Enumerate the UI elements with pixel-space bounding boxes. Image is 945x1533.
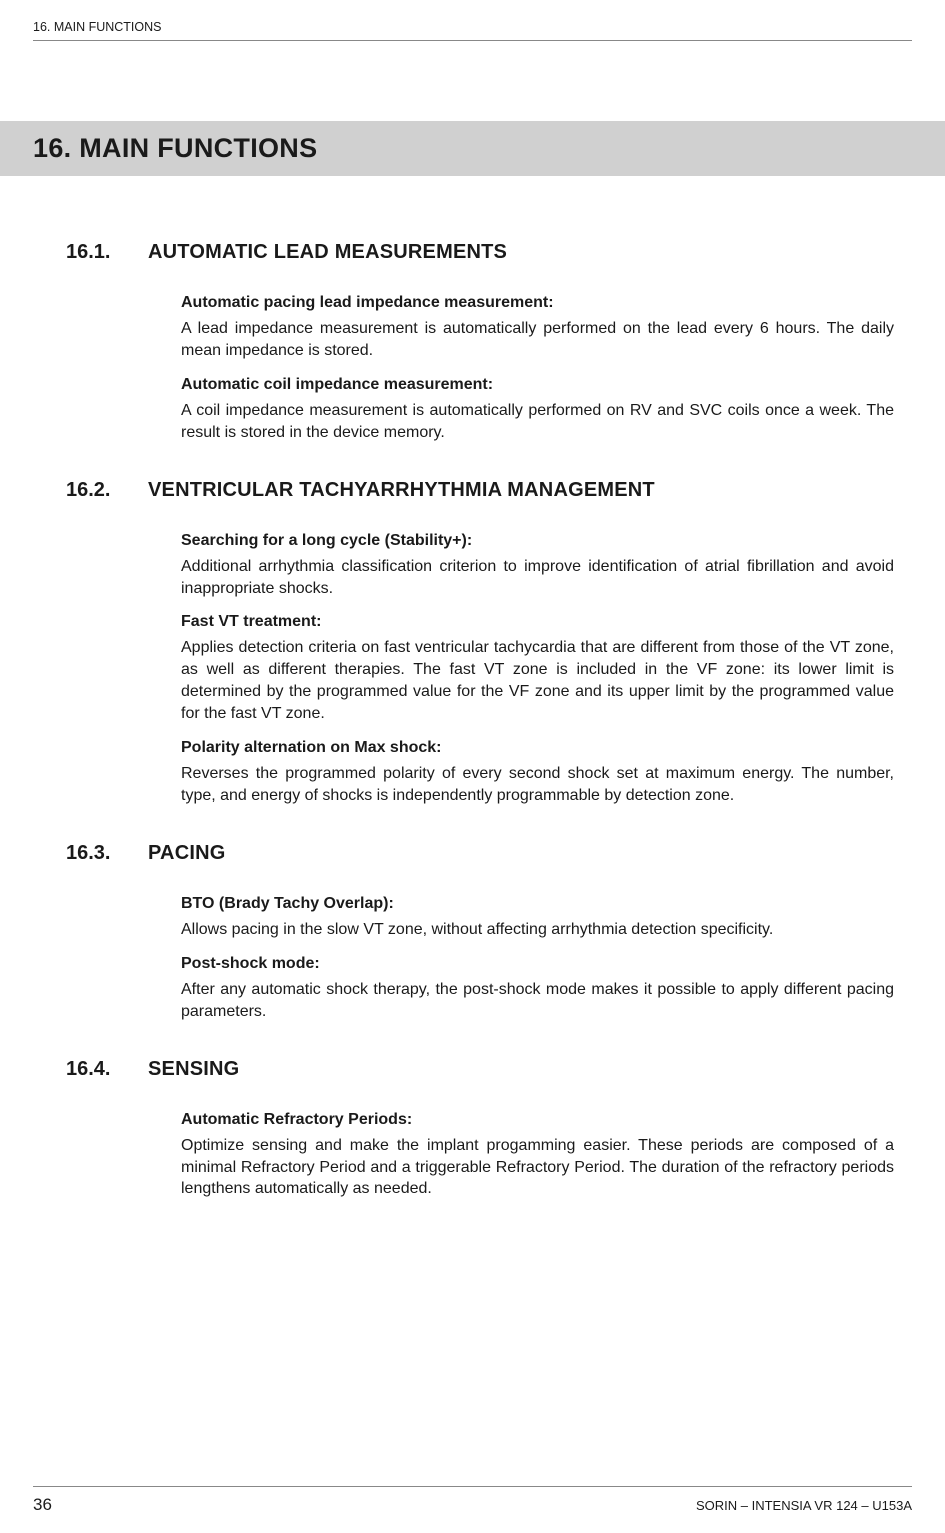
section-content: Automatic Refractory Periods: Optimize s… (181, 1111, 894, 1201)
section-title: VENTRICULAR TACHYARRHYTHMIA MANAGEMENT (148, 479, 655, 502)
subheading: Searching for a long cycle (Stability+): (181, 532, 894, 550)
section-number: 16.2. (33, 479, 148, 502)
section-title: PACING (148, 842, 226, 865)
subheading: Polarity alternation on Max shock: (181, 739, 894, 757)
section-content: Automatic pacing lead impedance measurem… (181, 294, 894, 444)
subheading: BTO (Brady Tachy Overlap): (181, 895, 894, 913)
section-heading: 16.1. AUTOMATIC LEAD MEASUREMENTS (33, 241, 912, 264)
page-number: 36 (33, 1495, 52, 1515)
body-text: Applies detection criteria on fast ventr… (181, 637, 894, 725)
section-heading: 16.3. PACING (33, 842, 912, 865)
body-text: Reverses the programmed polarity of ever… (181, 763, 894, 807)
running-header: 16. MAIN FUNCTIONS (33, 20, 912, 41)
body-text: Optimize sensing and make the implant pr… (181, 1135, 894, 1201)
footer-doc-id: SORIN – INTENSIA VR 124 – U153A (696, 1498, 912, 1513)
page-footer: 36 SORIN – INTENSIA VR 124 – U153A (33, 1486, 912, 1515)
section-heading: 16.4. SENSING (33, 1058, 912, 1081)
chapter-title: 16. MAIN FUNCTIONS (33, 133, 931, 164)
body-text: After any automatic shock therapy, the p… (181, 979, 894, 1023)
section-title: SENSING (148, 1058, 239, 1081)
section-number: 16.3. (33, 842, 148, 865)
subheading: Automatic Refractory Periods: (181, 1111, 894, 1129)
section-heading: 16.2. VENTRICULAR TACHYARRHYTHMIA MANAGE… (33, 479, 912, 502)
section-title: AUTOMATIC LEAD MEASUREMENTS (148, 241, 507, 264)
body-text: A lead impedance measurement is automati… (181, 318, 894, 362)
section-number: 16.1. (33, 241, 148, 264)
subheading: Automatic coil impedance measurement: (181, 376, 894, 394)
subheading: Automatic pacing lead impedance measurem… (181, 294, 894, 312)
section-content: BTO (Brady Tachy Overlap): Allows pacing… (181, 895, 894, 1023)
body-text: Additional arrhythmia classification cri… (181, 556, 894, 600)
subheading: Fast VT treatment: (181, 613, 894, 631)
chapter-title-bar: 16. MAIN FUNCTIONS (0, 121, 945, 176)
body-text: Allows pacing in the slow VT zone, witho… (181, 919, 894, 941)
subheading: Post-shock mode: (181, 955, 894, 973)
section-number: 16.4. (33, 1058, 148, 1081)
body-text: A coil impedance measurement is automati… (181, 400, 894, 444)
section-content: Searching for a long cycle (Stability+):… (181, 532, 894, 807)
